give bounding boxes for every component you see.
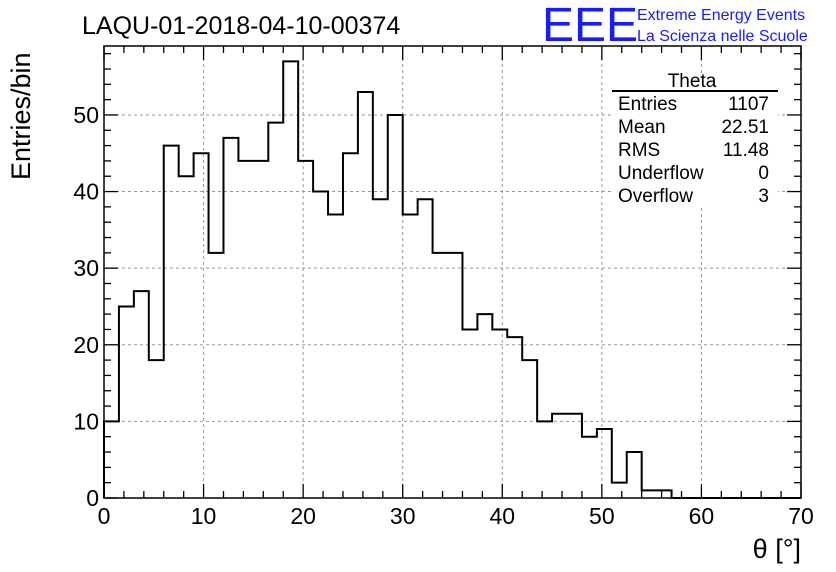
x-tick-label: 50 xyxy=(589,503,615,529)
histogram-bin xyxy=(582,437,597,498)
histogram-bin xyxy=(313,192,328,498)
histogram-bin xyxy=(507,337,522,498)
histogram-bin xyxy=(209,253,224,498)
stats-value-underflow: 0 xyxy=(758,163,769,184)
histogram-bin xyxy=(492,329,507,498)
histogram-bin xyxy=(283,61,298,498)
stats-label-rms: RMS xyxy=(618,140,660,161)
y-tick-label: 20 xyxy=(73,332,99,358)
y-tick-label: 10 xyxy=(73,408,99,434)
x-axis-label: θ [°] xyxy=(753,534,801,564)
histogram-bin xyxy=(179,176,194,498)
histogram-bin xyxy=(253,161,268,498)
stats-label-entries: Entries xyxy=(618,94,677,115)
y-tick-label: 40 xyxy=(73,179,99,205)
histogram-bin xyxy=(223,138,238,498)
histogram-bin xyxy=(298,161,313,498)
histogram-bin xyxy=(657,490,672,498)
x-tick-label: 20 xyxy=(290,503,316,529)
histogram-bin xyxy=(552,414,567,498)
grid-lines xyxy=(104,46,801,498)
x-tick-labels: 0 10 20 30 40 50 60 70 xyxy=(98,503,814,529)
stats-box-background xyxy=(612,78,778,208)
stats-label-mean: Mean xyxy=(618,117,666,138)
histogram-bin xyxy=(522,360,537,498)
chart-title: LAQU-01-2018-04-10-00374 xyxy=(82,12,400,40)
y-tick-label: 30 xyxy=(73,255,99,281)
histogram-bin xyxy=(119,306,134,498)
stats-value-rms: 11.48 xyxy=(723,140,769,161)
histogram-bin xyxy=(238,161,253,498)
x-tick-label: 70 xyxy=(788,503,814,529)
histogram-bin xyxy=(328,215,343,498)
stats-value-mean: 22.51 xyxy=(721,117,769,138)
stats-title: Theta xyxy=(668,71,717,92)
y-tick-label: 50 xyxy=(73,102,99,128)
histogram-bin xyxy=(642,490,657,498)
x-tick-label: 0 xyxy=(98,503,111,529)
histogram-bin xyxy=(403,215,418,498)
x-tick-label: 60 xyxy=(689,503,715,529)
histogram-bin xyxy=(343,153,358,498)
x-tick-label: 30 xyxy=(390,503,416,529)
histogram-bin xyxy=(134,291,149,498)
histogram-bin xyxy=(597,429,612,498)
eee-logo-mark: EEE xyxy=(542,0,638,52)
histogram-bin xyxy=(612,483,627,498)
histogram-bin xyxy=(627,452,642,498)
stats-value-overflow: 3 xyxy=(758,186,769,207)
histogram-bin xyxy=(104,421,119,498)
y-tick-labels: 0 10 20 30 40 50 xyxy=(73,102,99,511)
logo-line-1: Extreme Energy Events xyxy=(637,7,805,24)
stats-label-overflow: Overflow xyxy=(618,186,693,207)
x-tick-label: 40 xyxy=(489,503,515,529)
logo-line-2: La Scienza nelle Scuole xyxy=(637,28,808,45)
histogram-bin xyxy=(462,329,477,498)
stats-value-entries: 1107 xyxy=(728,94,769,115)
histogram-bin xyxy=(477,314,492,498)
y-tick-label: 0 xyxy=(86,485,99,511)
y-axis-label: Entries/bin xyxy=(6,52,36,180)
histogram-bin xyxy=(358,92,373,498)
histogram-bin xyxy=(149,360,164,498)
stats-label-underflow: Underflow xyxy=(618,163,704,184)
histogram-bin xyxy=(164,146,179,498)
histogram-bin xyxy=(537,421,552,498)
eee-logo: EEE Extreme Energy Events La Scienza nel… xyxy=(542,0,808,52)
histogram-bin xyxy=(567,414,582,498)
histogram-outline xyxy=(103,60,801,499)
histogram-bin xyxy=(433,253,448,498)
histogram-bin xyxy=(194,153,209,498)
histogram-bin xyxy=(448,253,463,498)
histogram-bin xyxy=(373,199,388,498)
plot-frame xyxy=(103,45,802,499)
histogram-bin xyxy=(388,115,403,498)
stats-box: Theta Entries 1107 Mean 22.51 RMS 11.48 … xyxy=(612,71,778,208)
histogram-bin xyxy=(418,199,433,498)
x-tick-label: 10 xyxy=(191,503,217,529)
histogram-bin xyxy=(268,123,283,498)
